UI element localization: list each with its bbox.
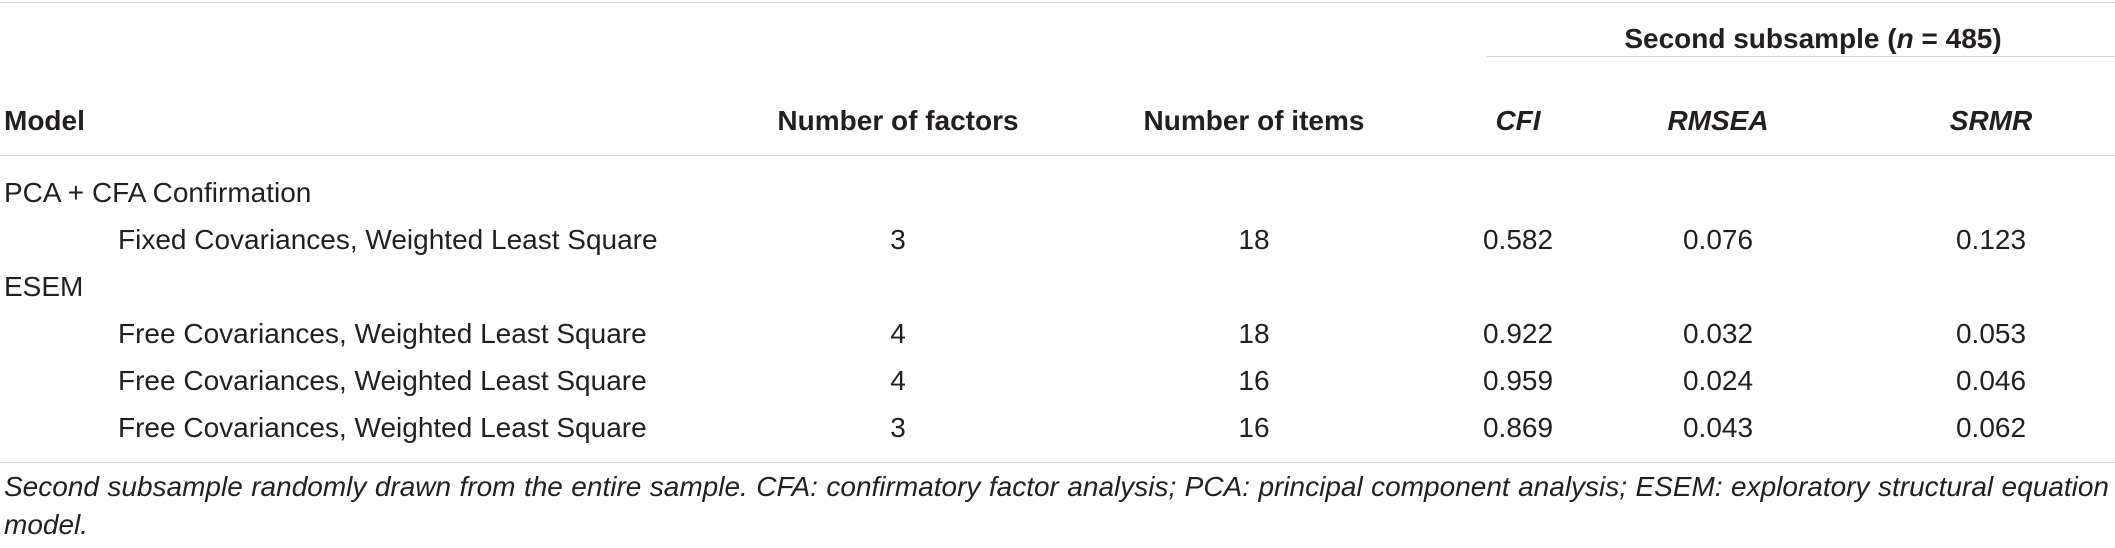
col-header-factors: Number of factors — [777, 105, 1019, 136]
row-rmsea: 0.032 — [1682, 318, 1754, 349]
table-bottom-rule — [0, 462, 2115, 463]
row-cfi: 0.959 — [1482, 365, 1554, 396]
table-top-rule — [0, 2, 2115, 3]
col-header-srmr: SRMR — [1949, 105, 2033, 136]
row-cfi: 0.582 — [1482, 224, 1554, 255]
row-model: Fixed Covariances, Weighted Least Square — [118, 224, 658, 255]
row-model: Free Covariances, Weighted Least Square — [118, 365, 647, 396]
header-bottom-rule — [0, 155, 2115, 156]
row-model: Free Covariances, Weighted Least Square — [118, 318, 647, 349]
row-rmsea: 0.076 — [1682, 224, 1754, 255]
row-rmsea: 0.024 — [1682, 365, 1754, 396]
row-items: 16 — [1238, 412, 1270, 443]
row-srmr: 0.062 — [1955, 412, 2027, 443]
row-factors: 3 — [890, 224, 906, 255]
row-items: 16 — [1238, 365, 1270, 396]
group-header-second-subsample: Second subsample (n = 485) — [1624, 23, 2002, 54]
section-label-esem: ESEM — [4, 271, 84, 302]
group-header-rule — [1487, 56, 2115, 57]
row-model: Free Covariances, Weighted Least Square — [118, 412, 647, 443]
row-cfi: 0.922 — [1482, 318, 1554, 349]
col-header-items: Number of items — [1143, 105, 1365, 136]
row-cfi: 0.869 — [1482, 412, 1554, 443]
row-factors: 4 — [890, 365, 906, 396]
section-label-pca-cfa: PCA + CFA Confirmation — [4, 177, 312, 208]
row-srmr: 0.046 — [1955, 365, 2027, 396]
row-items: 18 — [1238, 224, 1270, 255]
row-items: 18 — [1238, 318, 1270, 349]
col-header-rmsea: RMSEA — [1667, 105, 1769, 136]
row-rmsea: 0.043 — [1682, 412, 1754, 443]
row-factors: 3 — [890, 412, 906, 443]
row-srmr: 0.123 — [1955, 224, 2027, 255]
col-header-model: Model — [4, 105, 85, 136]
row-srmr: 0.053 — [1955, 318, 2027, 349]
row-factors: 4 — [890, 318, 906, 349]
col-header-cfi: CFI — [1495, 105, 1541, 136]
table-footnote: Second subsample randomly drawn from the… — [4, 471, 2109, 540]
